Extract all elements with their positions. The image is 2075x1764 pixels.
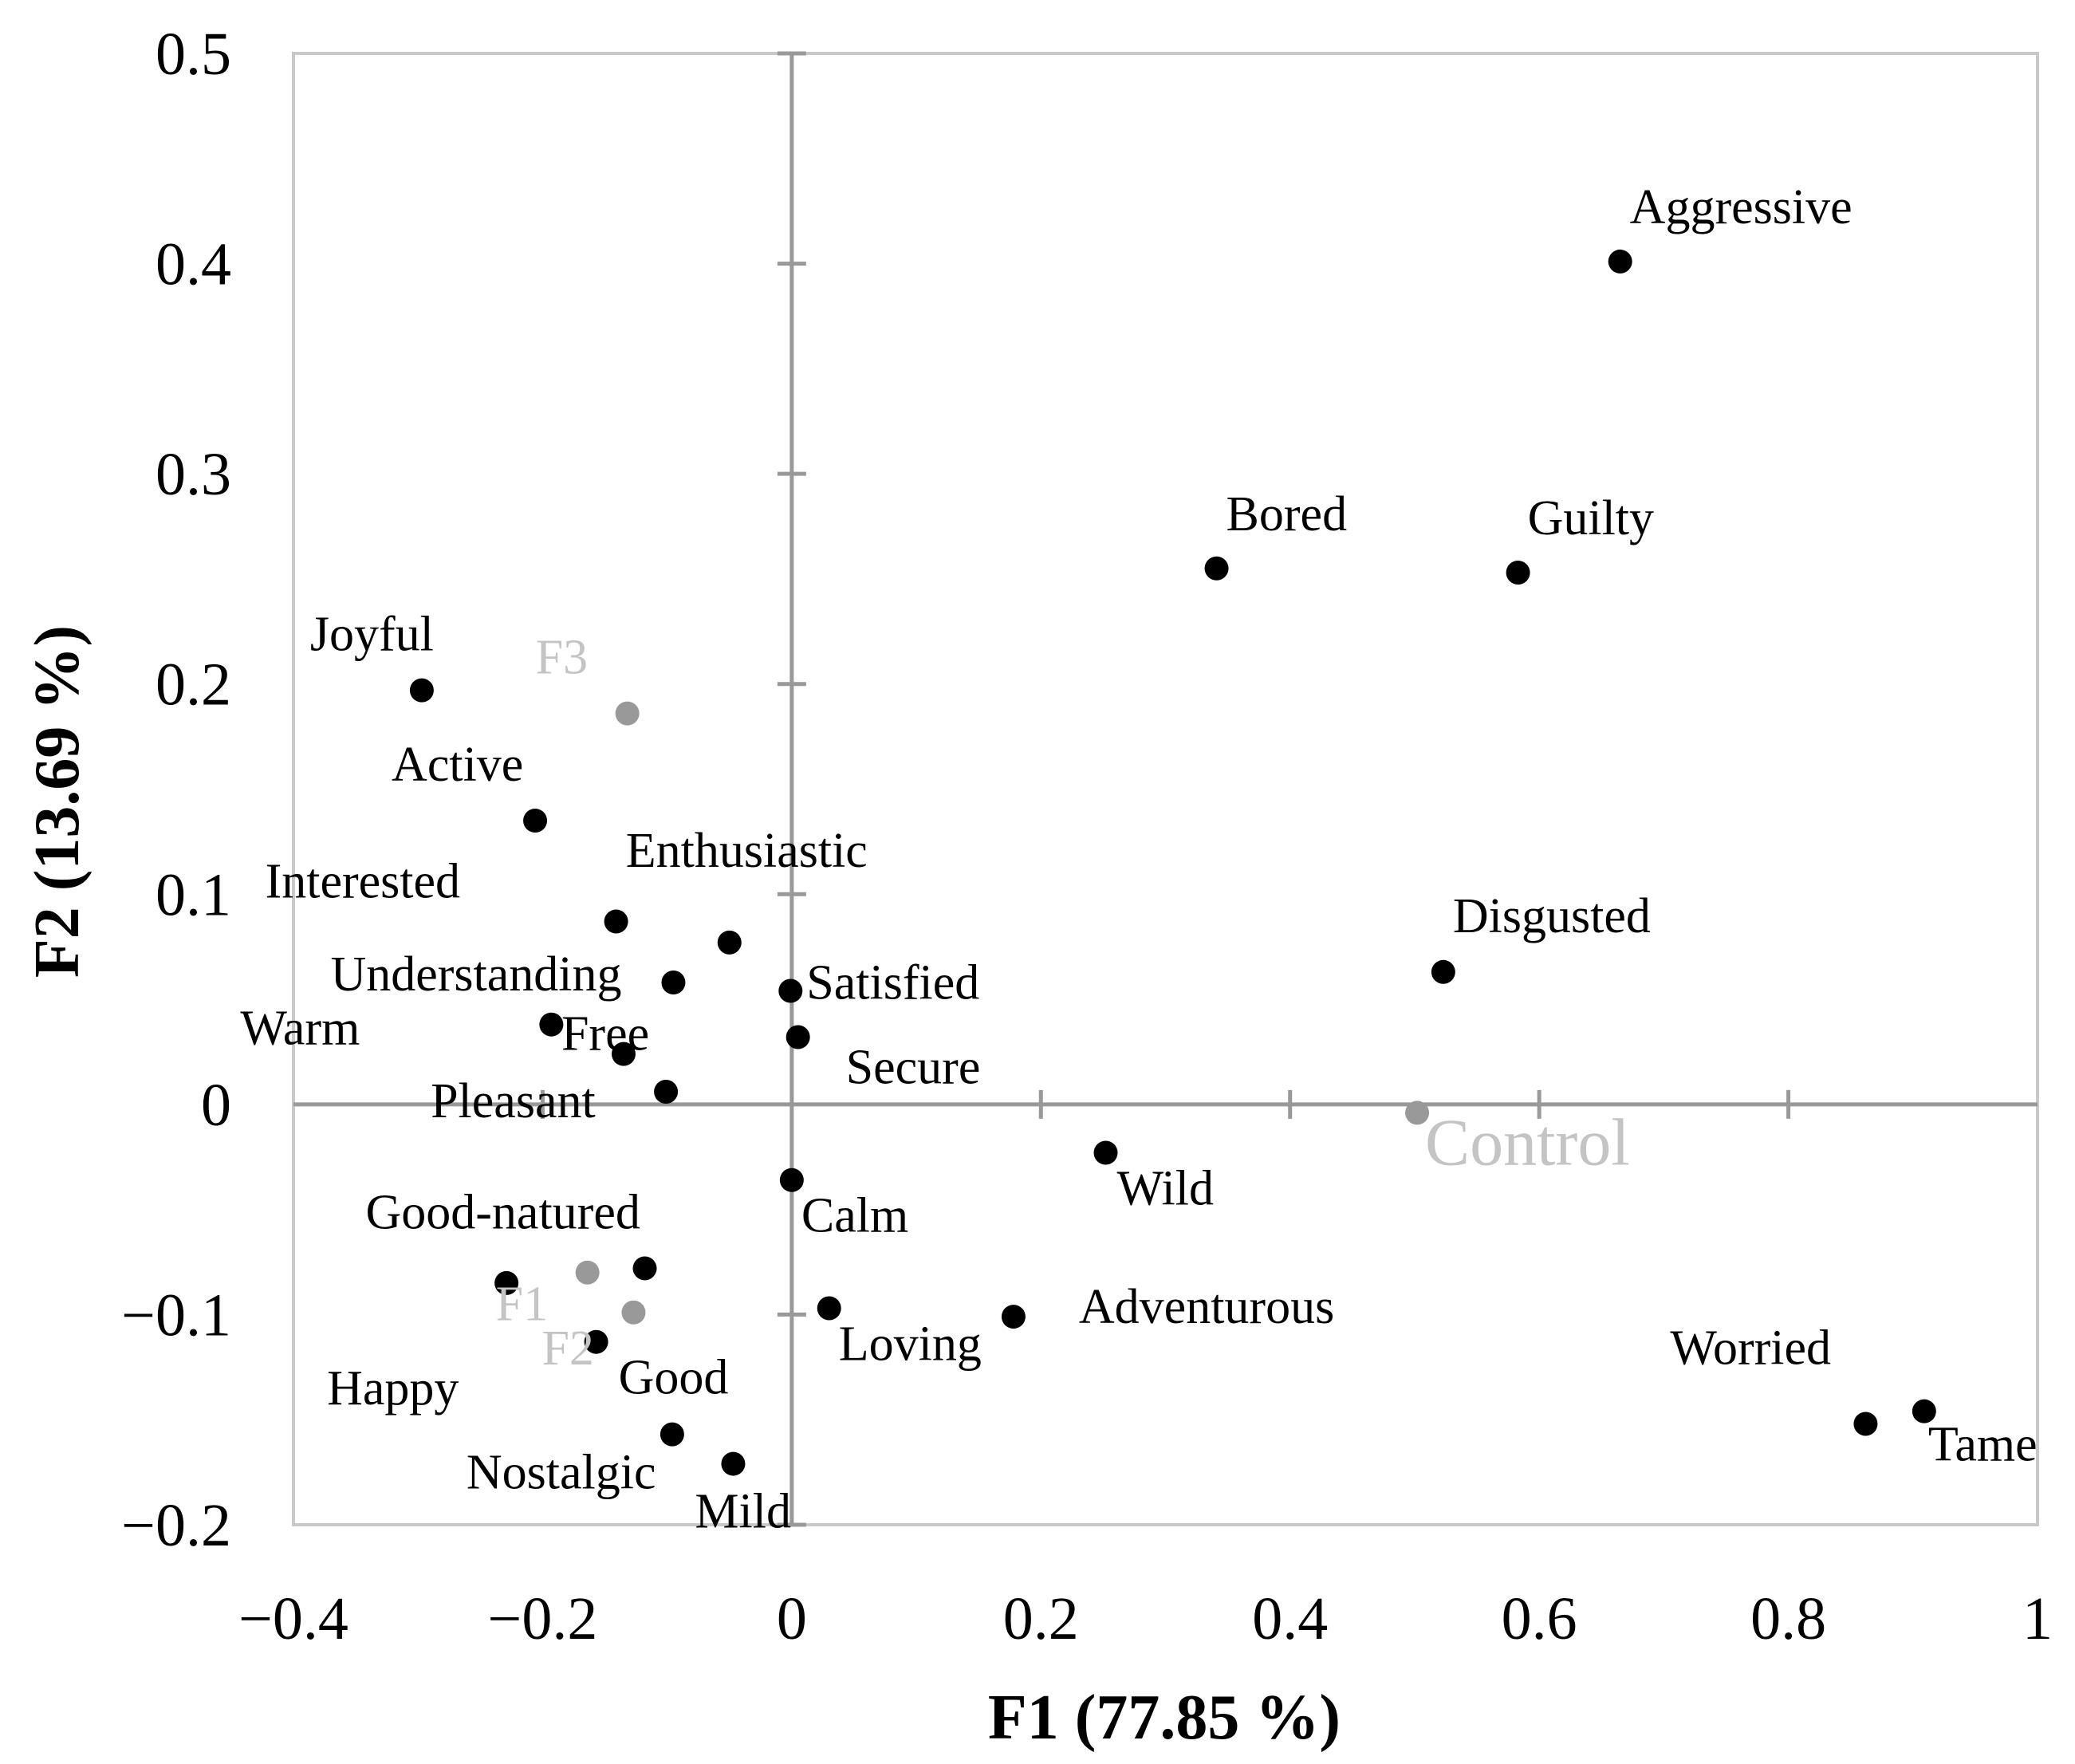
attribute-point-worried	[1853, 1412, 1878, 1436]
attribute-label-loving: Loving	[839, 1317, 982, 1372]
attribute-point-wild	[1093, 1140, 1118, 1165]
attribute-point-warm	[539, 1012, 564, 1037]
attribute-label-enthusiastic: Enthusiastic	[626, 824, 868, 878]
attribute-point-bored	[1204, 556, 1229, 581]
x-tick-label: 1	[2022, 1585, 2053, 1652]
attribute-point-good-natured	[632, 1256, 657, 1281]
attribute-point-good	[584, 1329, 608, 1354]
x-tick-label: 0.4	[1252, 1585, 1328, 1652]
y-tick-label: −0.1	[121, 1282, 231, 1349]
attribute-point-secure	[786, 1025, 810, 1049]
attribute-label-understanding: Understanding	[330, 947, 621, 1002]
attribute-point-mild	[721, 1451, 746, 1476]
attribute-label-joyful: Joyful	[310, 608, 434, 662]
attribute-label-guilty: Guilty	[1528, 491, 1654, 545]
attribute-label-free: Free	[561, 1007, 649, 1061]
attribute-point-tame	[1912, 1399, 1936, 1423]
x-tick-label: 0.8	[1750, 1585, 1826, 1652]
x-tick-label: −0.2	[487, 1585, 597, 1652]
attribute-point-calm	[779, 1167, 804, 1192]
product-point-f3	[615, 701, 640, 726]
y-tick-label: 0.2	[156, 652, 231, 719]
attribute-point-happy	[494, 1270, 519, 1295]
y-tick-label: 0.1	[156, 861, 231, 928]
y-tick-label: 0.4	[156, 231, 231, 298]
attribute-label-interested: Interested	[266, 855, 460, 909]
y-tick-label: 0	[201, 1072, 231, 1139]
attribute-label-pleasant: Pleasant	[431, 1074, 596, 1128]
y-tick-label: 0.3	[156, 441, 231, 508]
attribute-label-wild: Wild	[1117, 1161, 1215, 1215]
x-tick-label: 0.2	[1003, 1585, 1079, 1652]
attribute-point-satisfied	[778, 978, 803, 1003]
attribute-label-warm: Warm	[240, 1002, 360, 1056]
attribute-label-nostalgic: Nostalgic	[467, 1446, 656, 1500]
attribute-label-adventurous: Adventurous	[1079, 1280, 1334, 1334]
x-tick-label: 0	[777, 1585, 807, 1652]
x-axis-title: F1 (77.85 %)	[988, 1683, 1341, 1753]
attribute-label-happy: Happy	[327, 1361, 459, 1416]
attribute-point-loving	[817, 1296, 841, 1321]
attribute-label-aggressive: Aggressive	[1630, 180, 1853, 234]
y-tick-label: −0.2	[121, 1492, 231, 1559]
attribute-point-free	[611, 1041, 636, 1066]
attribute-point-disgusted	[1431, 959, 1455, 984]
plot-frame	[292, 52, 2039, 1526]
attribute-point-pleasant	[654, 1080, 679, 1104]
attribute-label-satisfied: Satisfied	[806, 956, 979, 1010]
product-label-f2: F2	[541, 1321, 593, 1376]
attribute-point-nostalgic	[660, 1422, 684, 1447]
product-point-f2	[621, 1300, 646, 1325]
attribute-label-active: Active	[392, 738, 523, 792]
attribute-point-interested	[604, 909, 628, 934]
attribute-point-active	[523, 809, 548, 833]
attribute-label-good: Good	[619, 1351, 729, 1405]
attribute-label-secure: Secure	[846, 1041, 981, 1095]
attribute-point-enthusiastic	[717, 930, 742, 955]
product-point-control	[1405, 1101, 1430, 1125]
attribute-label-bored: Bored	[1226, 487, 1348, 541]
attribute-label-tame: Tame	[1928, 1418, 2038, 1472]
attribute-label-disgusted: Disgusted	[1453, 889, 1651, 943]
attribute-label-worried: Worried	[1670, 1321, 1831, 1375]
y-axis-title: F2 (13.69 %)	[22, 625, 93, 978]
x-tick-label: −0.4	[238, 1585, 348, 1652]
attribute-point-guilty	[1506, 561, 1530, 585]
attribute-label-mild: Mild	[695, 1485, 791, 1539]
x-tick-label: 0.6	[1502, 1585, 1577, 1652]
attribute-label-calm: Calm	[801, 1189, 908, 1243]
product-point-f1	[575, 1260, 600, 1285]
attribute-point-aggressive	[1608, 249, 1632, 274]
product-label-control: Control	[1425, 1105, 1630, 1179]
product-label-f3: F3	[536, 631, 588, 685]
product-label-f1: F1	[496, 1278, 548, 1332]
attribute-point-understanding	[661, 970, 686, 994]
attribute-label-good-natured: Good-natured	[366, 1185, 640, 1239]
attribute-point-joyful	[409, 678, 434, 703]
y-tick-label: 0.5	[156, 21, 231, 88]
attribute-point-adventurous	[1001, 1305, 1026, 1329]
